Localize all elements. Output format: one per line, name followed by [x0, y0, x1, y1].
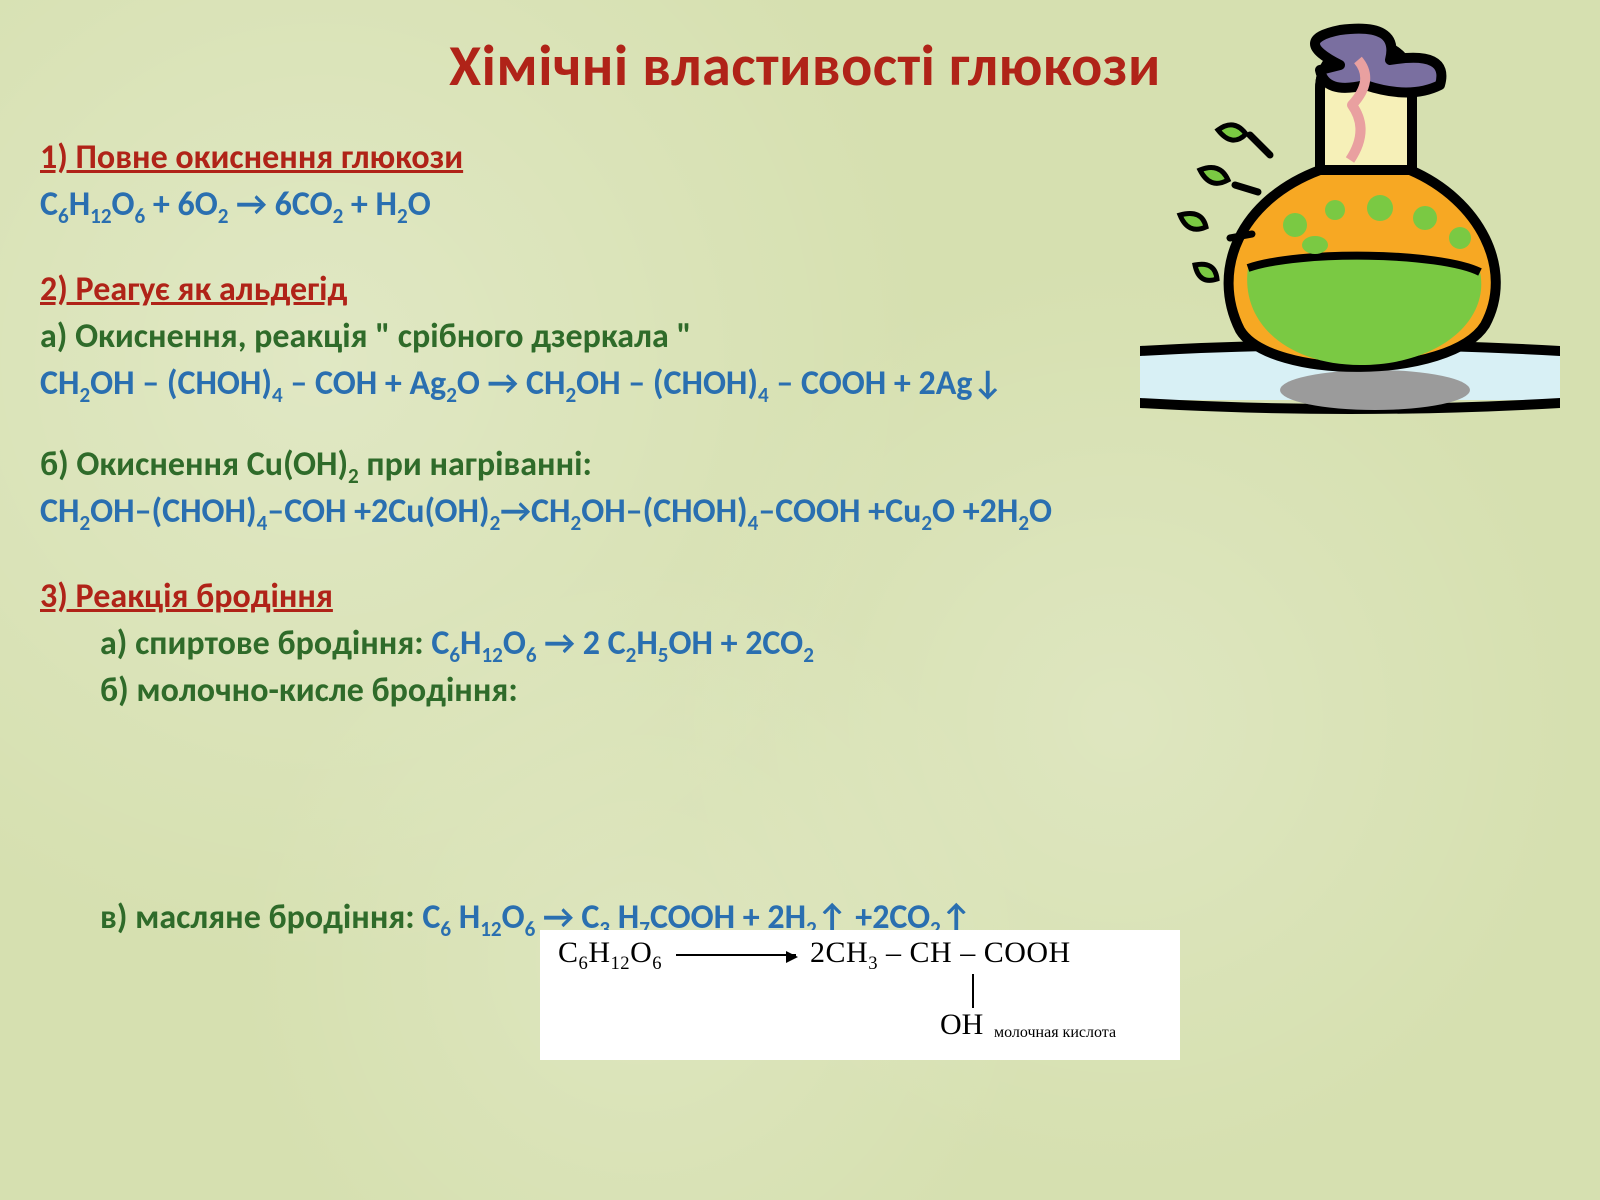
section-2b-label: б) Окиснення Cu(OH)2 при нагріванні: — [40, 444, 1570, 485]
lactic-left: C6H12O6 — [558, 936, 662, 969]
lactic-oh: OH — [940, 1008, 983, 1042]
bond-line — [972, 974, 974, 1008]
lactic-acid-formula-box: C6H12O6 2CH3 – CH – COOH OH молочная кис… — [540, 930, 1180, 1060]
section-3b-label: б) молочно-кисле бродіння: — [40, 670, 1570, 711]
equation-2b: CH2OH–(CHOH)4–COH +2Cu(OH)2→CH2OH–(CHOH)… — [40, 491, 1570, 532]
lactic-right: 2CH3 – CH – COOH — [810, 936, 1071, 969]
reaction-arrow-icon — [676, 954, 796, 956]
lactic-note: молочная кислота — [994, 1024, 1116, 1042]
flask-illustration — [1140, 20, 1560, 440]
section-3-head: 3) Реакція бродіння — [40, 576, 1570, 617]
section-3a-label: а) спиртове бродіння: — [100, 623, 431, 664]
section-3c-label: в) масляне бродіння: — [100, 897, 422, 938]
section-3a-line: а) спиртове бродіння: C6H12O6 → 2 C2H5OH… — [40, 623, 1570, 664]
equation-3a: C6H12O6 → 2 C2H5OH + 2CO2 — [431, 623, 814, 664]
